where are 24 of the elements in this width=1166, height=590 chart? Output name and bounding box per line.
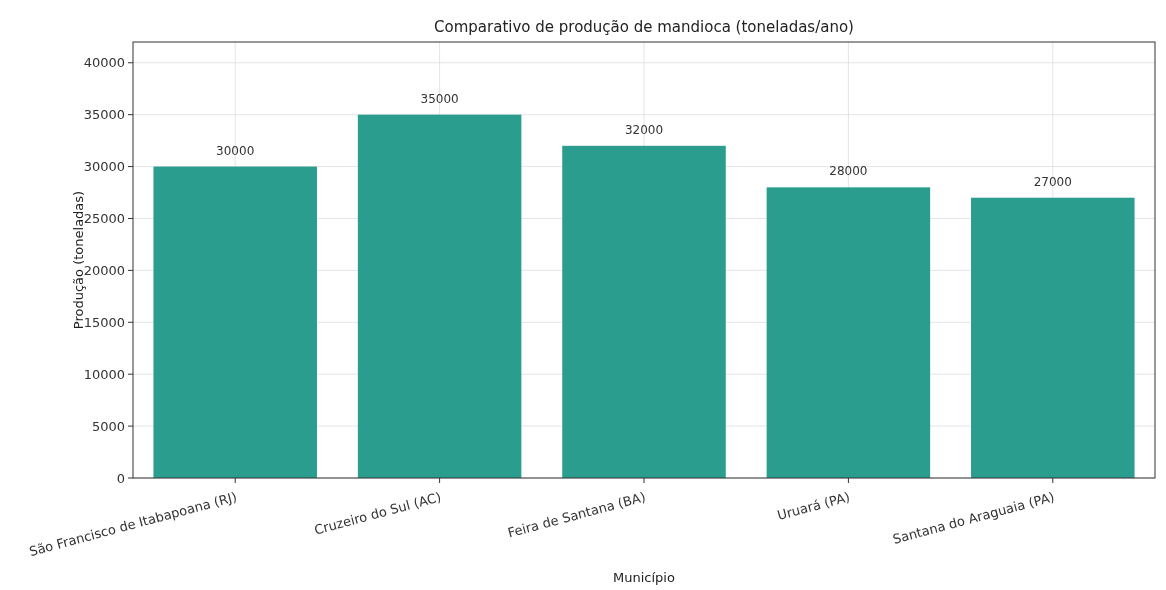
y-tick-label: 35000: [83, 107, 125, 123]
data-label: 30000: [216, 143, 255, 158]
x-tick-label: Cruzeiro do Sul (AC): [312, 489, 443, 538]
data-label: 27000: [1033, 174, 1072, 189]
bar: [562, 145, 726, 478]
chart-title: Comparativo de produção de mandioca (toneladas/ano): [434, 18, 854, 36]
bar: [357, 114, 522, 478]
bar: [153, 166, 317, 478]
y-tick-label: 40000: [83, 55, 125, 71]
x-tick-label: Feira de Santana (BA): [506, 489, 648, 541]
x-tick-label: Uruará (PA): [775, 489, 852, 523]
y-tick-label: 10000: [83, 366, 125, 382]
y-tick-label: 15000: [83, 314, 125, 330]
y-tick-label: 25000: [83, 211, 125, 227]
y-tick-label: 0: [116, 470, 125, 486]
bar: [766, 187, 931, 478]
x-axis-title: Município: [613, 570, 675, 585]
y-tick-label: 30000: [83, 159, 125, 175]
data-label: 32000: [624, 122, 664, 137]
data-label: 35000: [420, 91, 459, 106]
y-tick-label: 5000: [91, 418, 125, 434]
bar: [971, 197, 1135, 478]
data-label: 28000: [829, 164, 868, 179]
y-tick-label: 20000: [83, 262, 125, 278]
